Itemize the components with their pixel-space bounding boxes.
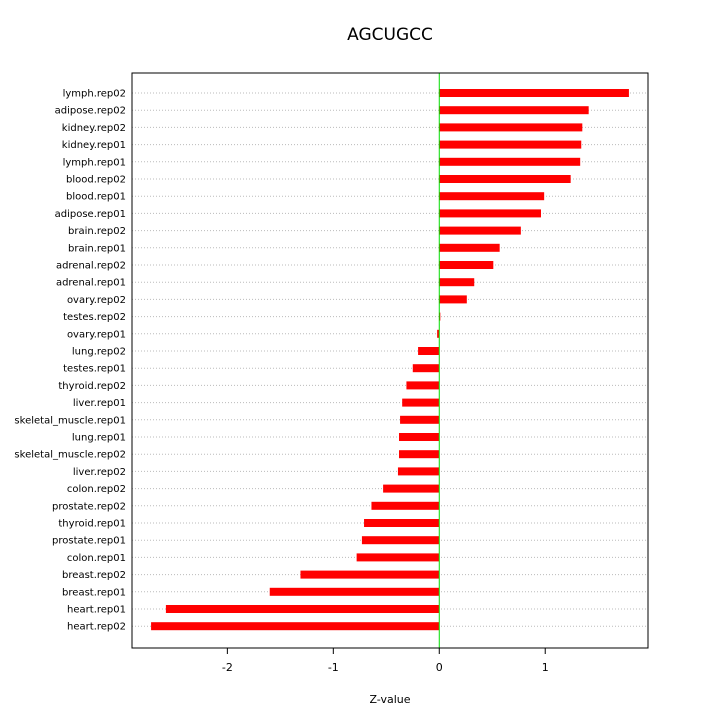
bar-colon.rep02 (383, 484, 440, 493)
bar-lymph.rep01 (439, 157, 581, 166)
bar-adipose.rep02 (439, 106, 589, 115)
category-label: blood.rep02 (66, 175, 126, 186)
category-label: kidney.rep01 (62, 140, 126, 151)
bar-adipose.rep01 (439, 209, 541, 218)
category-label: liver.rep01 (73, 398, 126, 409)
category-label: breast.rep01 (62, 587, 126, 598)
bar-ovary.rep02 (439, 295, 467, 304)
bar-breast.rep01 (269, 587, 440, 596)
bar-liver.rep02 (397, 467, 440, 476)
bars (151, 89, 629, 631)
bar-thyroid.rep02 (406, 381, 440, 390)
category-label: colon.rep01 (67, 553, 126, 564)
bar-heart.rep02 (151, 622, 440, 631)
category-label: brain.rep01 (68, 243, 126, 254)
bar-thyroid.rep01 (364, 519, 440, 527)
category-label: brain.rep02 (68, 226, 126, 237)
category-label: thyroid.rep02 (58, 381, 126, 392)
x-tick-label: 0 (436, 661, 443, 674)
category-label: testes.rep01 (63, 364, 126, 375)
category-label: adipose.rep02 (55, 106, 126, 117)
category-label: kidney.rep02 (62, 123, 126, 134)
x-tick-label: -1 (328, 661, 339, 674)
x-tick-label: -2 (222, 661, 233, 674)
category-label: lymph.rep01 (63, 157, 126, 168)
bar-skeletal_muscle.rep01 (400, 415, 440, 424)
bar-adrenal.rep02 (439, 261, 494, 269)
category-label: adrenal.rep02 (56, 261, 126, 272)
category-label: testes.rep02 (63, 312, 126, 323)
bar-blood.rep02 (439, 175, 571, 183)
category-label: breast.rep02 (62, 570, 126, 581)
bar-lymph.rep02 (439, 89, 629, 97)
bar-kidney.rep01 (439, 140, 582, 149)
bar-testes.rep01 (412, 364, 440, 373)
category-label: colon.rep02 (67, 484, 126, 495)
bar-colon.rep01 (356, 553, 440, 562)
category-label: lung.rep01 (72, 433, 126, 444)
bar-kidney.rep02 (439, 123, 583, 132)
bar-ovary.rep01 (437, 329, 440, 338)
x-axis-label: Z-value (369, 693, 410, 706)
category-label: ovary.rep02 (67, 295, 126, 306)
category-label: prostate.rep02 (52, 501, 126, 512)
category-label: liver.rep02 (73, 467, 126, 478)
bar-brain.rep02 (439, 226, 521, 235)
x-tick-label: 1 (542, 661, 549, 674)
category-labels: lymph.rep02 adipose.rep02 kidney.rep02 kidn… (14, 89, 126, 633)
category-label: blood.rep01 (66, 192, 126, 203)
category-label: skeletal_muscle.rep01 (14, 415, 126, 426)
bar-skeletal_muscle.rep02 (399, 450, 440, 459)
category-label: lung.rep02 (72, 347, 126, 358)
bar-breast.rep02 (300, 570, 440, 579)
category-label: adipose.rep01 (55, 209, 126, 220)
bar-heart.rep01 (165, 605, 440, 613)
chart-title: AGCUGCC (347, 25, 433, 45)
category-label: thyroid.rep01 (58, 519, 126, 530)
bar-blood.rep01 (439, 192, 545, 201)
x-axis: -2 -1 0 1 (222, 647, 549, 674)
bar-lung.rep02 (418, 347, 440, 355)
bar-testes.rep02 (439, 312, 441, 321)
bar-adrenal.rep01 (439, 278, 475, 287)
category-label: ovary.rep01 (67, 329, 126, 340)
bar-prostate.rep01 (361, 536, 440, 545)
bar-prostate.rep02 (371, 501, 440, 510)
bar-brain.rep01 (439, 243, 500, 252)
category-label: prostate.rep01 (52, 536, 126, 547)
category-label: skeletal_muscle.rep02 (14, 450, 126, 461)
category-label: heart.rep02 (67, 622, 126, 633)
category-label: lymph.rep02 (63, 89, 126, 100)
category-label: heart.rep01 (67, 605, 126, 616)
grid-lines (132, 92, 648, 627)
bar-liver.rep01 (402, 398, 440, 407)
bar-lung.rep01 (399, 433, 440, 441)
category-label: adrenal.rep01 (56, 278, 126, 289)
